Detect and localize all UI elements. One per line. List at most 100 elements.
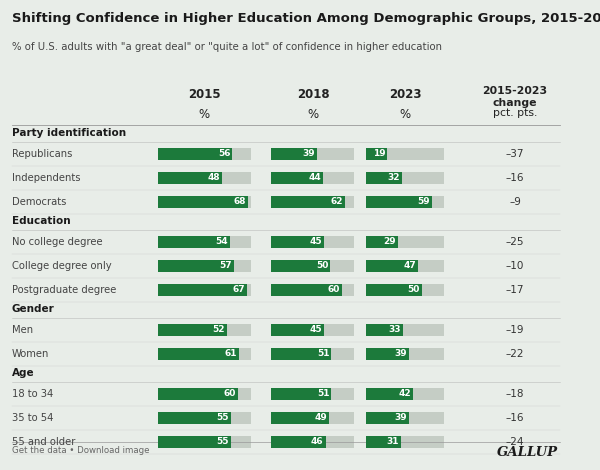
Bar bbox=[366, 436, 401, 448]
Text: 2023: 2023 bbox=[389, 88, 421, 101]
Text: 68: 68 bbox=[234, 197, 247, 206]
Bar bbox=[366, 148, 444, 160]
Text: GALLUP: GALLUP bbox=[497, 446, 558, 459]
Text: 59: 59 bbox=[417, 197, 430, 206]
Text: 56: 56 bbox=[218, 149, 230, 158]
Bar bbox=[366, 172, 444, 184]
Bar bbox=[366, 284, 444, 296]
Bar bbox=[366, 412, 444, 424]
Bar bbox=[366, 260, 444, 272]
Bar bbox=[158, 324, 227, 336]
Text: Democrats: Democrats bbox=[12, 197, 67, 207]
Bar bbox=[158, 260, 251, 272]
Bar bbox=[271, 236, 325, 248]
Text: 57: 57 bbox=[219, 261, 232, 271]
Bar bbox=[158, 348, 239, 360]
Text: Party identification: Party identification bbox=[12, 128, 126, 138]
Text: –16: –16 bbox=[506, 173, 524, 183]
Text: Age: Age bbox=[12, 368, 35, 378]
Text: 55: 55 bbox=[217, 414, 229, 423]
Bar bbox=[271, 148, 317, 160]
Text: % of U.S. adults with "a great deal" or "quite a lot" of confidence in higher ed: % of U.S. adults with "a great deal" or … bbox=[12, 42, 442, 52]
Text: 19: 19 bbox=[373, 149, 385, 158]
Text: 33: 33 bbox=[388, 326, 401, 335]
Text: 60: 60 bbox=[328, 285, 340, 295]
Bar bbox=[271, 284, 342, 296]
Bar bbox=[366, 196, 432, 208]
Text: –37: –37 bbox=[506, 149, 524, 159]
Text: 35 to 54: 35 to 54 bbox=[12, 413, 53, 423]
Bar bbox=[271, 324, 325, 336]
Text: 39: 39 bbox=[302, 149, 315, 158]
Bar bbox=[271, 388, 354, 400]
Bar bbox=[158, 388, 251, 400]
Bar bbox=[271, 260, 354, 272]
Text: Men: Men bbox=[12, 325, 33, 335]
Bar bbox=[158, 348, 251, 360]
Bar bbox=[366, 236, 444, 248]
Bar bbox=[158, 412, 251, 424]
Text: 44: 44 bbox=[308, 173, 321, 182]
Bar bbox=[158, 324, 251, 336]
Text: College degree only: College degree only bbox=[12, 261, 112, 271]
Bar bbox=[271, 172, 354, 184]
Bar bbox=[271, 260, 330, 272]
Bar bbox=[366, 236, 398, 248]
Text: 46: 46 bbox=[311, 438, 323, 446]
Text: 31: 31 bbox=[386, 438, 398, 446]
Text: 54: 54 bbox=[215, 237, 228, 246]
Text: 55 and older: 55 and older bbox=[12, 437, 76, 447]
Text: 2018: 2018 bbox=[296, 88, 329, 101]
Text: 39: 39 bbox=[395, 414, 407, 423]
Text: –17: –17 bbox=[506, 285, 524, 295]
Text: 2015: 2015 bbox=[188, 88, 220, 101]
Text: 2015-2023
change: 2015-2023 change bbox=[482, 86, 548, 109]
Text: –22: –22 bbox=[506, 349, 524, 359]
Bar bbox=[366, 148, 387, 160]
Text: 60: 60 bbox=[223, 390, 236, 399]
Bar bbox=[271, 324, 354, 336]
Text: pct. pts.: pct. pts. bbox=[493, 108, 537, 118]
Text: Women: Women bbox=[12, 349, 49, 359]
Text: Gender: Gender bbox=[12, 304, 55, 314]
Text: 50: 50 bbox=[316, 261, 328, 271]
Bar bbox=[158, 236, 251, 248]
Bar bbox=[271, 412, 329, 424]
Text: 45: 45 bbox=[310, 326, 322, 335]
Text: 51: 51 bbox=[317, 390, 329, 399]
Text: 51: 51 bbox=[317, 350, 329, 359]
Bar bbox=[271, 436, 326, 448]
Bar bbox=[271, 284, 354, 296]
Text: –10: –10 bbox=[506, 261, 524, 271]
Bar bbox=[271, 388, 331, 400]
Bar bbox=[158, 436, 251, 448]
Bar bbox=[366, 260, 418, 272]
Bar bbox=[158, 148, 232, 160]
Bar bbox=[158, 388, 238, 400]
Bar bbox=[366, 324, 403, 336]
Text: 18 to 34: 18 to 34 bbox=[12, 389, 53, 399]
Bar bbox=[271, 148, 354, 160]
Text: 67: 67 bbox=[232, 285, 245, 295]
Bar bbox=[158, 172, 222, 184]
Text: –18: –18 bbox=[506, 389, 524, 399]
Text: %: % bbox=[307, 108, 319, 121]
Text: –9: –9 bbox=[509, 197, 521, 207]
Text: Postgraduate degree: Postgraduate degree bbox=[12, 285, 116, 295]
Text: %: % bbox=[199, 108, 209, 121]
Bar bbox=[271, 436, 354, 448]
Text: 48: 48 bbox=[207, 173, 220, 182]
Bar bbox=[366, 412, 409, 424]
Bar bbox=[366, 348, 409, 360]
Text: 49: 49 bbox=[314, 414, 327, 423]
Text: –16: –16 bbox=[506, 413, 524, 423]
Bar bbox=[158, 236, 230, 248]
Text: Shifting Confidence in Higher Education Among Demographic Groups, 2015-2023: Shifting Confidence in Higher Education … bbox=[12, 12, 600, 25]
Text: 42: 42 bbox=[398, 390, 411, 399]
Bar bbox=[158, 148, 251, 160]
Text: 39: 39 bbox=[395, 350, 407, 359]
Text: No college degree: No college degree bbox=[12, 237, 103, 247]
Text: 55: 55 bbox=[217, 438, 229, 446]
Text: 52: 52 bbox=[212, 326, 225, 335]
Bar bbox=[271, 172, 323, 184]
